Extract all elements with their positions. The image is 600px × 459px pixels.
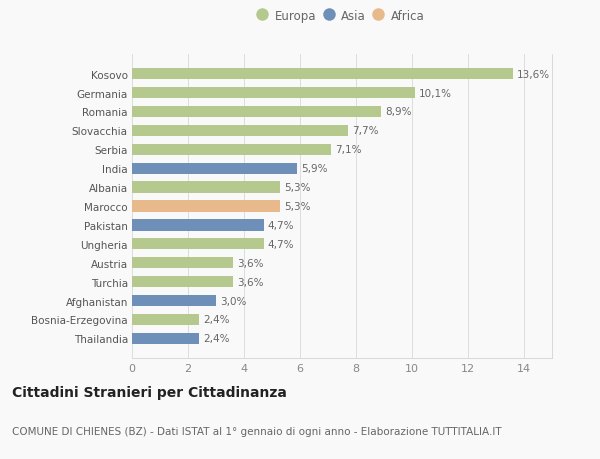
Text: 7,7%: 7,7% bbox=[352, 126, 379, 136]
Text: 13,6%: 13,6% bbox=[517, 69, 550, 79]
Text: COMUNE DI CHIENES (BZ) - Dati ISTAT al 1° gennaio di ogni anno - Elaborazione TU: COMUNE DI CHIENES (BZ) - Dati ISTAT al 1… bbox=[12, 426, 502, 436]
Text: 3,0%: 3,0% bbox=[220, 296, 247, 306]
Text: 5,3%: 5,3% bbox=[284, 183, 311, 193]
Bar bbox=[132, 201, 280, 212]
Text: 4,7%: 4,7% bbox=[268, 220, 295, 230]
Bar bbox=[132, 295, 216, 307]
Bar bbox=[132, 333, 199, 344]
Bar bbox=[132, 314, 199, 325]
Text: 3,6%: 3,6% bbox=[237, 277, 263, 287]
Bar bbox=[132, 220, 263, 231]
Text: 2,4%: 2,4% bbox=[203, 315, 230, 325]
Bar bbox=[132, 239, 263, 250]
Text: 2,4%: 2,4% bbox=[203, 334, 230, 344]
Bar bbox=[132, 88, 415, 99]
Bar bbox=[132, 163, 297, 174]
Legend: Europa, Asia, Africa: Europa, Asia, Africa bbox=[256, 6, 428, 27]
Text: 8,9%: 8,9% bbox=[385, 107, 412, 117]
Text: 10,1%: 10,1% bbox=[419, 89, 452, 98]
Bar bbox=[132, 125, 347, 137]
Text: 3,6%: 3,6% bbox=[237, 258, 263, 268]
Text: 7,1%: 7,1% bbox=[335, 145, 361, 155]
Text: 5,9%: 5,9% bbox=[301, 164, 328, 174]
Text: Cittadini Stranieri per Cittadinanza: Cittadini Stranieri per Cittadinanza bbox=[12, 386, 287, 399]
Text: 5,3%: 5,3% bbox=[284, 202, 311, 212]
Bar bbox=[132, 182, 280, 193]
Bar bbox=[132, 144, 331, 156]
Text: 4,7%: 4,7% bbox=[268, 239, 295, 249]
Bar bbox=[132, 276, 233, 288]
Bar bbox=[132, 69, 513, 80]
Bar bbox=[132, 106, 381, 118]
Bar bbox=[132, 257, 233, 269]
